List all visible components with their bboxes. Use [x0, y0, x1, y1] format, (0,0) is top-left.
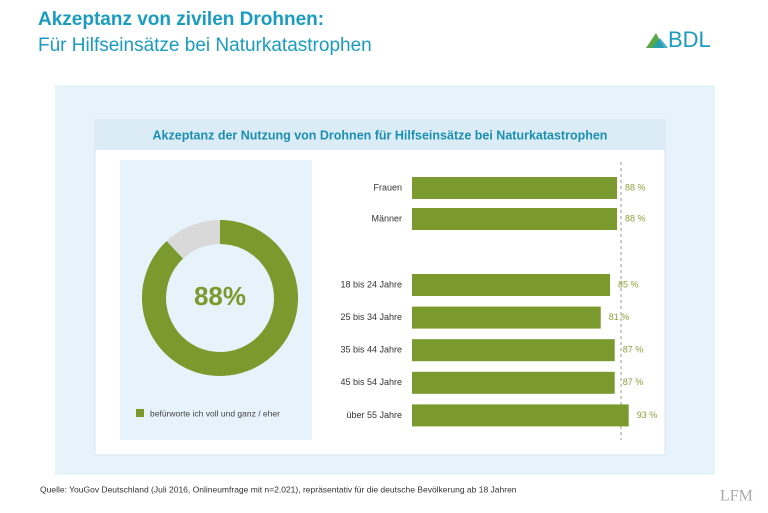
- source: Quelle: YouGov Deutschland (Juli 2016, O…: [40, 484, 517, 494]
- legend-swatch: [136, 409, 144, 417]
- value-label: 81 %: [609, 312, 630, 322]
- bar: [412, 404, 629, 427]
- category-label: Männer: [371, 213, 402, 223]
- donut-label: 88%: [194, 281, 246, 311]
- value-label: 88 %: [625, 182, 646, 192]
- value-label: 85 %: [618, 279, 639, 289]
- card-header: [95, 120, 665, 150]
- category-label: 35 bis 44 Jahre: [340, 345, 402, 355]
- bar: [412, 306, 601, 329]
- category-label: 45 bis 54 Jahre: [340, 377, 402, 387]
- bar: [412, 177, 618, 199]
- watermark: LFM: [720, 488, 753, 505]
- category-label: Frauen: [373, 182, 402, 192]
- category-label: über 55 Jahre: [346, 410, 402, 420]
- subtitle: Für Hilfseinsätze bei Naturkatastrophen: [38, 35, 372, 56]
- logo: BDL: [668, 27, 711, 52]
- bar: [412, 274, 611, 296]
- bar: [412, 208, 618, 230]
- category-label: 18 bis 24 Jahre: [340, 279, 402, 289]
- logo-icon: [652, 38, 668, 48]
- donut-segment: [142, 220, 298, 376]
- value-label: 93 %: [637, 410, 658, 420]
- value-label: 88 %: [625, 213, 646, 223]
- bar: [412, 371, 615, 394]
- legend-label: befürworte ich voll und ganz / eher: [150, 408, 280, 418]
- category-label: 25 bis 34 Jahre: [340, 312, 402, 322]
- value-label: 87 %: [623, 377, 644, 387]
- bar: [412, 339, 615, 362]
- value-label: 87 %: [623, 345, 644, 355]
- title: Akzeptanz von zivilen Drohnen:: [38, 9, 324, 30]
- panel-title: Akzeptanz der Nutzung von Drohnen für Hi…: [153, 128, 608, 142]
